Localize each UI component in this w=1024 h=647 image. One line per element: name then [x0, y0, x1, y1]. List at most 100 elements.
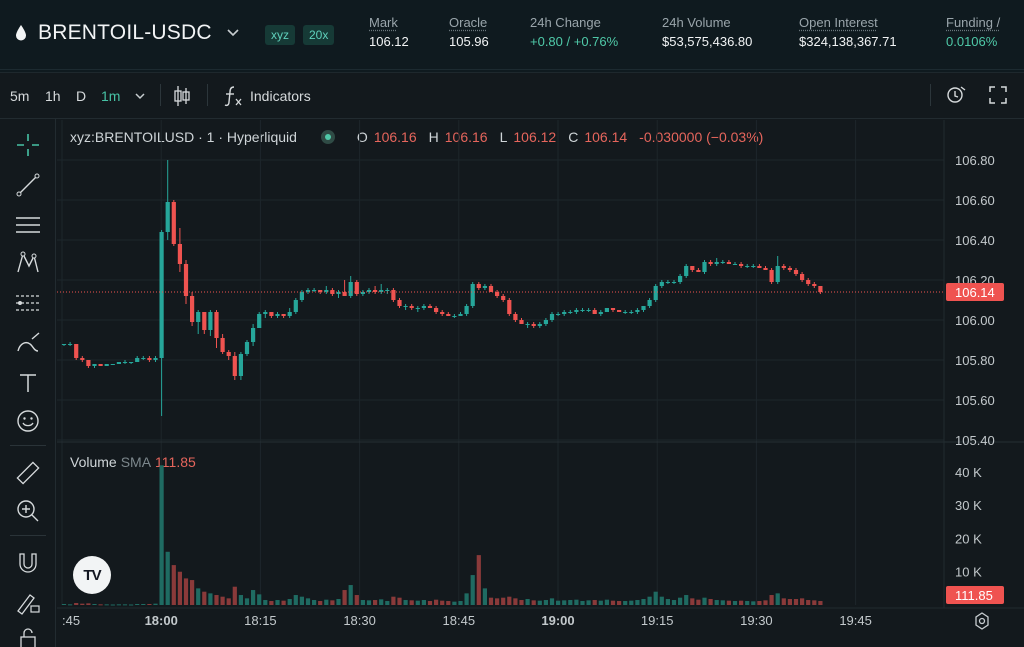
candle-body	[275, 314, 280, 316]
close-value: 106.14	[584, 129, 628, 145]
volume-bar	[659, 596, 664, 605]
stat-mark: Mark 106.12	[369, 14, 409, 52]
volume-legend: Volume SMA 111.85	[70, 454, 196, 470]
volume-bar	[769, 595, 774, 605]
volume-bar	[513, 598, 518, 605]
settings-icon[interactable]	[972, 611, 992, 631]
candle-body	[580, 310, 585, 311]
volume-bar	[610, 600, 616, 605]
timeframe-d[interactable]: D	[76, 88, 87, 104]
trend-line-icon[interactable]	[14, 171, 42, 199]
function-icon[interactable]	[222, 84, 244, 108]
timeframe-1h[interactable]: 1h	[45, 88, 61, 104]
candle-body	[202, 312, 207, 330]
candle-body	[403, 306, 408, 307]
pair-name[interactable]: BRENTOIL-USDC	[38, 21, 212, 44]
volume-bar	[543, 600, 548, 605]
volume-bar	[452, 601, 457, 605]
candle-body	[397, 300, 402, 306]
candle-body	[720, 262, 725, 263]
volume-bar	[116, 604, 121, 606]
chart-toolbar: 5m 1h D 1m Indicators	[0, 73, 1024, 119]
text-icon[interactable]	[14, 369, 42, 397]
volume-bar	[202, 591, 207, 605]
pair-selector[interactable]: BRENTOIL-USDC	[14, 21, 240, 45]
crosshair-icon[interactable]	[14, 131, 42, 159]
ruler-icon[interactable]	[14, 459, 42, 487]
timeframe-5m[interactable]: 5m	[10, 88, 30, 104]
candle-body	[318, 290, 323, 292]
candle-body	[635, 310, 640, 312]
alert-icon[interactable]	[945, 84, 967, 106]
candle-body	[446, 314, 451, 316]
candle-body	[653, 286, 658, 300]
candle-body	[135, 358, 140, 362]
candle-body	[110, 364, 115, 365]
volume-bar	[720, 600, 725, 605]
candle-body	[354, 282, 359, 294]
candle-body	[464, 306, 469, 314]
time-tick-label: :45	[62, 613, 80, 628]
fib-retracement-icon[interactable]	[14, 289, 42, 317]
candle-body	[556, 314, 561, 315]
candle-body	[373, 290, 378, 292]
candle-body	[409, 306, 414, 308]
candle-body	[726, 262, 731, 264]
volume-bar	[641, 599, 646, 605]
chevron-down-icon[interactable]	[226, 28, 240, 38]
horizontal-lines-icon[interactable]	[14, 211, 42, 239]
volume-tick-label: 10 K	[955, 565, 982, 580]
candle-body	[305, 290, 311, 292]
candle-body	[623, 312, 628, 313]
lock-icon[interactable]	[14, 625, 42, 647]
candle-body	[568, 312, 573, 313]
candle-body	[775, 266, 780, 282]
candle-body	[385, 290, 390, 291]
volume-bar	[232, 586, 237, 605]
candlestick-icon[interactable]	[172, 84, 192, 108]
candle-body	[452, 316, 457, 317]
tool-divider	[10, 535, 46, 536]
candle-body	[488, 286, 494, 292]
volume-bar	[287, 599, 292, 605]
candle-body	[531, 324, 536, 326]
stat-label: 24h Change	[530, 15, 601, 30]
candle-body	[342, 292, 347, 296]
tradingview-logo[interactable]: TV	[73, 556, 111, 594]
volume-bar	[629, 600, 634, 605]
volume-bar	[385, 601, 390, 605]
stat-value: +0.80 / +0.76%	[530, 34, 619, 49]
price-tick-label: 105.40	[955, 433, 995, 448]
lock-drawing-icon[interactable]	[14, 589, 42, 617]
volume-bar	[104, 604, 109, 606]
volume-bar	[299, 596, 304, 605]
stat-label: Open Interest	[799, 15, 878, 30]
candle-body	[226, 352, 231, 356]
toolbar-divider	[930, 84, 931, 106]
candle-body	[360, 292, 365, 294]
magnet-icon[interactable]	[14, 549, 42, 577]
chevron-down-icon[interactable]	[134, 92, 146, 100]
volume-bar	[678, 597, 683, 605]
timeframe-1m[interactable]: 1m	[101, 88, 121, 104]
candle-body	[427, 306, 433, 308]
pattern-icon[interactable]	[14, 249, 42, 277]
toolbar-divider	[207, 84, 208, 106]
time-tick-label: 18:00	[145, 613, 178, 628]
zoom-in-icon[interactable]	[14, 497, 42, 525]
indicators-button[interactable]: Indicators	[250, 88, 311, 104]
fullscreen-icon[interactable]	[987, 84, 1009, 106]
candle-body	[458, 314, 463, 316]
volume-bar	[562, 600, 567, 605]
volume-bar	[208, 593, 213, 605]
brush-icon[interactable]	[14, 329, 42, 357]
candle-body	[470, 284, 475, 306]
last-price-tag	[946, 283, 1004, 301]
volume-bar	[348, 585, 353, 605]
candle-body	[196, 312, 201, 322]
candle-body	[104, 364, 109, 366]
emoji-icon[interactable]	[14, 407, 42, 435]
candle-body	[525, 324, 530, 325]
candle-body	[116, 362, 121, 364]
